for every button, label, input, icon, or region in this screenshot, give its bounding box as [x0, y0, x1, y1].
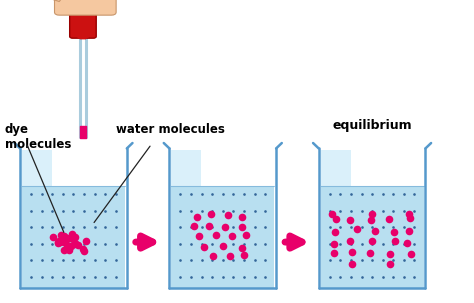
FancyBboxPatch shape [55, 0, 116, 15]
Bar [320, 150, 350, 186]
Text: water molecules: water molecules [116, 123, 225, 136]
Bar [22, 150, 52, 186]
Polygon shape [76, 36, 90, 39]
Polygon shape [48, 0, 64, 2]
FancyBboxPatch shape [70, 7, 96, 38]
FancyArrowPatch shape [136, 236, 153, 248]
Bar [172, 150, 201, 186]
Bar [320, 186, 424, 288]
Text: dye
molecules: dye molecules [5, 123, 71, 151]
Bar [22, 186, 125, 288]
FancyArrowPatch shape [285, 236, 302, 248]
Text: equilibrium: equilibrium [332, 119, 412, 132]
Bar [172, 186, 274, 288]
